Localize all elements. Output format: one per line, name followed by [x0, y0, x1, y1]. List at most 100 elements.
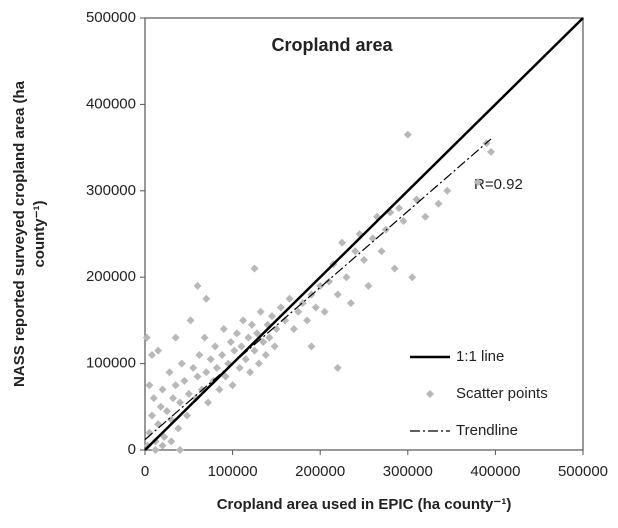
- legend-label: Scatter points: [456, 385, 548, 402]
- scatter-point: [351, 247, 360, 256]
- scatter-point: [184, 389, 193, 398]
- scatter-point: [145, 381, 154, 390]
- scatter-point: [206, 355, 215, 364]
- scatter-point: [403, 130, 412, 139]
- scatter-point: [154, 420, 163, 429]
- scatter-point: [346, 299, 355, 308]
- scatter-point: [311, 303, 320, 312]
- scatter-point: [219, 325, 228, 334]
- scatter-point: [250, 346, 259, 355]
- scatter-point: [176, 398, 185, 407]
- scatter-point: [281, 316, 290, 325]
- scatter-point: [246, 368, 255, 377]
- y-tick-label: 100000: [86, 355, 136, 372]
- scatter-point: [156, 402, 165, 411]
- scatter-point: [270, 342, 279, 351]
- scatter-point: [253, 329, 262, 338]
- scatter-point: [169, 394, 178, 403]
- y-tick-label: 500000: [86, 9, 136, 26]
- scatter-point: [333, 290, 342, 299]
- scatter-point: [395, 204, 404, 213]
- scatter-point: [158, 441, 167, 450]
- scatter-point: [193, 281, 202, 290]
- scatter-point: [180, 376, 189, 385]
- scatter-point: [487, 147, 496, 156]
- scatter-point: [261, 350, 270, 359]
- scatter-point: [316, 281, 325, 290]
- scatter-point: [239, 316, 248, 325]
- scatter-point: [289, 325, 298, 334]
- scatter-point: [244, 333, 253, 342]
- annotation: R=0.92: [474, 176, 523, 193]
- x-tick-label: 500000: [558, 463, 608, 480]
- scatter-point: [202, 368, 211, 377]
- series-line: [144, 138, 492, 441]
- scatter-point: [149, 394, 158, 403]
- y-tick-label: 0: [128, 441, 136, 458]
- scatter-point: [177, 359, 186, 368]
- scatter-point: [254, 359, 263, 368]
- chart-title: Cropland area: [271, 35, 393, 55]
- scatter-point: [250, 264, 259, 273]
- scatter-point: [399, 217, 408, 226]
- scatter-point: [160, 433, 169, 442]
- scatter-point: [272, 325, 281, 334]
- scatter-point: [204, 398, 213, 407]
- x-tick-label: 100000: [208, 463, 258, 480]
- x-tick-label: 400000: [470, 463, 520, 480]
- scatter-point: [226, 338, 235, 346]
- scatter-point: [186, 316, 195, 325]
- scatter-point: [235, 363, 244, 372]
- scatter-point: [265, 333, 274, 342]
- y-tick-label: 200000: [86, 268, 136, 285]
- scatter-point: [202, 294, 211, 303]
- scatter-point: [221, 372, 230, 381]
- scatter-point: [232, 329, 241, 338]
- scatter-point: [434, 199, 443, 208]
- legend-label: Trendline: [456, 422, 518, 439]
- scatter-point: [241, 355, 250, 364]
- scatter-point: [158, 385, 167, 394]
- scatter-point: [421, 212, 430, 221]
- scatter-point: [193, 372, 202, 381]
- scatter-point: [443, 186, 452, 195]
- scatter-point: [333, 363, 342, 372]
- scatter-point: [412, 195, 421, 204]
- scatter-point: [268, 312, 277, 321]
- series-line: [144, 17, 584, 451]
- scatter-point: [377, 247, 386, 256]
- y-tick-label: 300000: [86, 182, 136, 199]
- scatter-point: [360, 255, 368, 264]
- scatter-point: [473, 178, 482, 187]
- x-axis-label: Cropland area used in EPIC (ha county⁻¹): [217, 496, 512, 513]
- scatter-point: [171, 381, 180, 390]
- scatter-point: [303, 316, 312, 325]
- scatter-point: [230, 346, 239, 355]
- x-tick-label: 300000: [383, 463, 433, 480]
- scatter-point: [148, 411, 157, 420]
- scatter-point: [167, 437, 176, 446]
- scatter-point: [142, 333, 151, 342]
- x-tick-label: 0: [141, 463, 149, 480]
- scatter-point: [211, 342, 220, 351]
- scatter-point: [212, 363, 221, 372]
- scatter-point: [368, 234, 377, 243]
- scatter-point: [200, 333, 209, 342]
- legend-label: 1:1 line: [456, 348, 504, 365]
- scatter-point: [151, 446, 160, 454]
- scatter-point: [154, 346, 163, 355]
- scatter-point: [324, 277, 333, 286]
- scatter-point: [148, 350, 157, 359]
- scatter-point: [176, 446, 185, 454]
- scatter-point: [215, 385, 224, 394]
- y-axis-label: county⁻¹): [31, 200, 48, 267]
- scatter-point: [171, 333, 180, 342]
- scatter-point: [189, 363, 198, 372]
- scatter-point: [408, 273, 417, 282]
- scatter-point: [162, 407, 171, 416]
- scatter-point: [364, 281, 373, 290]
- y-axis-label: NASS reported surveyed cropland area (ha: [11, 80, 28, 387]
- plot-frame: [144, 17, 584, 451]
- scatter-point: [285, 294, 294, 303]
- scatter-point: [195, 350, 204, 359]
